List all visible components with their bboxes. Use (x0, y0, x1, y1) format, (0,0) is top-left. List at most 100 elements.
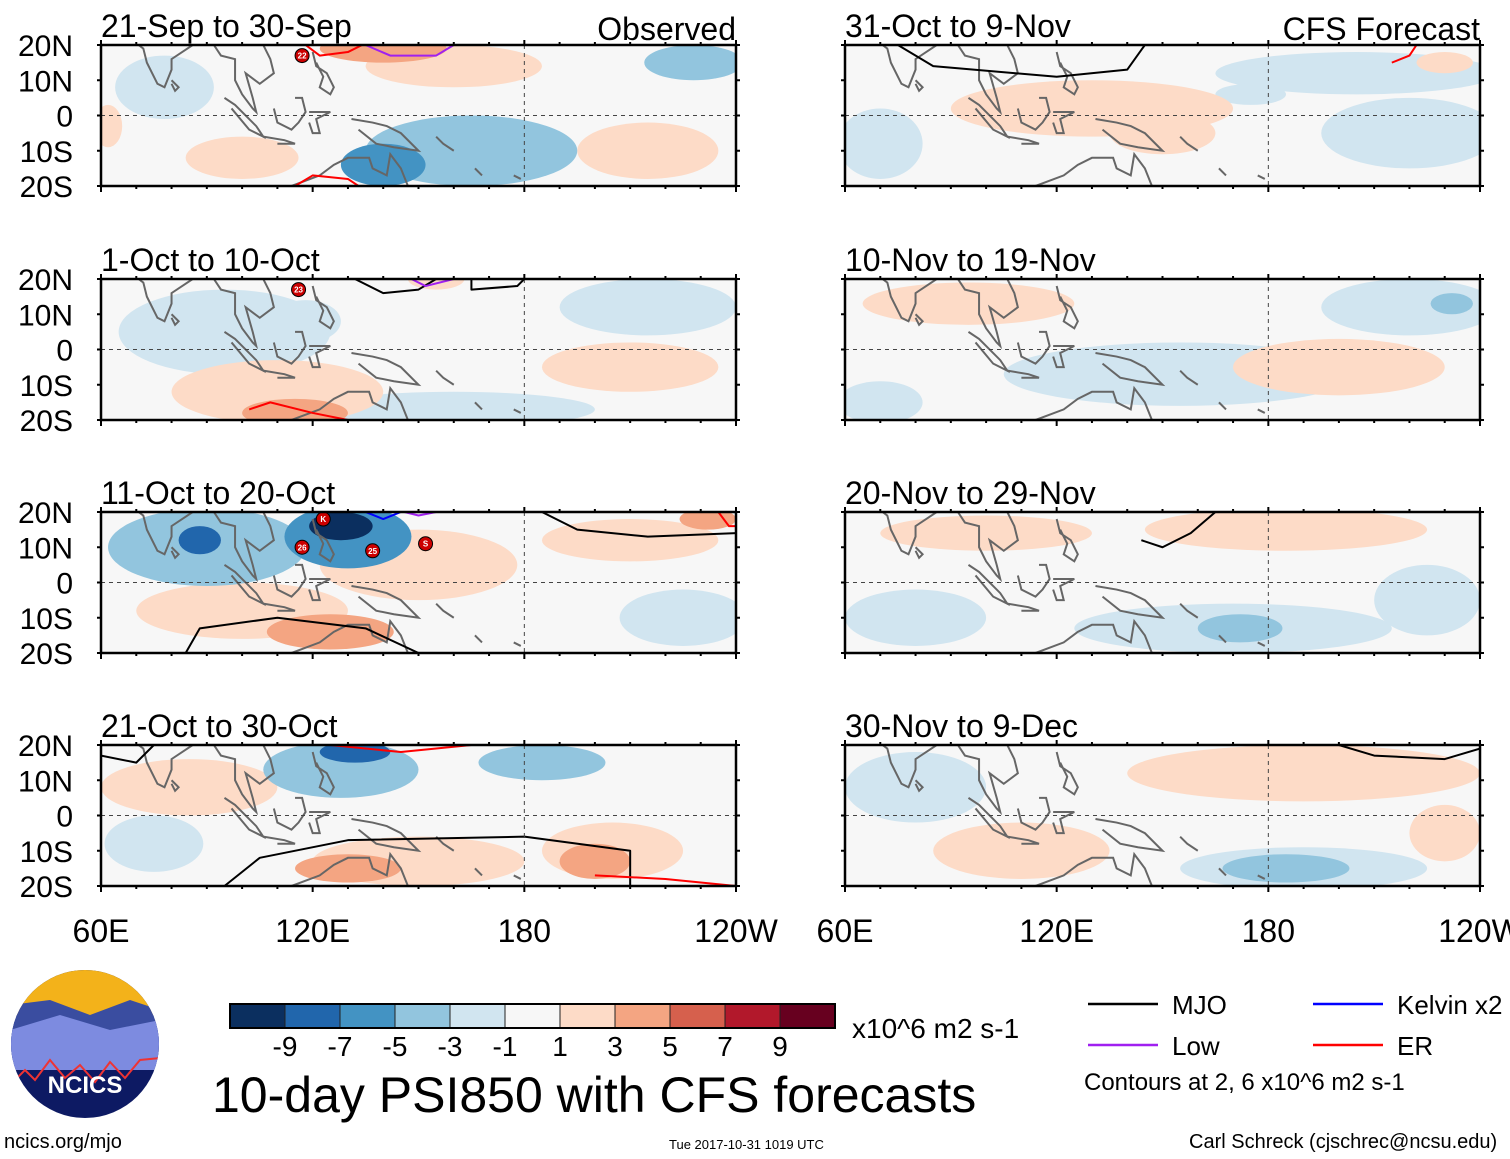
panel-field (118, 279, 736, 420)
panel-field (845, 745, 1480, 886)
negative-anomaly (478, 745, 606, 781)
coastline (263, 602, 296, 612)
coastline (1095, 352, 1166, 387)
lat-tick-label: 20N (18, 730, 73, 763)
lat-tick-label: 20N (18, 264, 73, 297)
cyclone-icon (418, 536, 434, 552)
lat-tick-label: 10S (20, 836, 73, 869)
coastline (957, 45, 1019, 116)
map-panel: 31-Oct to 9-Nov CFS Forecast (841, 8, 1484, 192)
lon-tick-label: 60E (817, 913, 874, 949)
coastline (435, 135, 455, 152)
mjo-contour (354, 279, 437, 295)
colorbar-swatch (779, 1003, 836, 1029)
mjo-contour (897, 45, 1146, 78)
coastline (1218, 167, 1227, 177)
positive-anomaly (185, 136, 299, 179)
coastline (474, 401, 483, 411)
er-contour (717, 512, 736, 528)
mjo-contour (184, 616, 419, 653)
mjo-contour (1338, 745, 1480, 761)
coastline (213, 45, 275, 116)
low-contour (410, 279, 455, 288)
coastline (1218, 867, 1227, 877)
negative-anomaly (845, 589, 987, 646)
mjo-contour (1141, 512, 1217, 549)
cyclone-icon (294, 48, 310, 64)
colorbar-tick-label: -7 (328, 1031, 353, 1062)
coastline (1179, 369, 1199, 386)
coastline (474, 867, 483, 877)
er-contour (294, 174, 360, 186)
contour-note: Contours at 2, 6 x10^6 m2 s-1 (1084, 1069, 1405, 1096)
negative-anomaly (1374, 564, 1480, 636)
legend-label: Low (1172, 1031, 1220, 1061)
ncics-logo: NCICS (11, 970, 159, 1118)
colorbar-swatch (229, 1003, 286, 1029)
coastline (136, 279, 195, 323)
colorbar-swatch (284, 1003, 341, 1029)
colorbar-tick-label: -9 (273, 1031, 298, 1062)
lon-tick-label: 120W (1438, 913, 1510, 949)
lon-tick-label: 60E (73, 913, 130, 949)
coastline (1095, 118, 1166, 153)
panel-title: 30-Nov to 9-Dec (845, 708, 1078, 744)
negative-anomaly (619, 589, 736, 646)
coastline (263, 135, 296, 145)
positive-anomaly (559, 843, 631, 879)
coastline (272, 330, 307, 365)
coastline (170, 546, 181, 560)
panel-title: 1-Oct to 10-Oct (101, 242, 320, 278)
coastline (513, 174, 522, 180)
negative-anomaly (1215, 83, 1286, 105)
lon-tick-label: 180 (1242, 913, 1295, 949)
coastline (136, 512, 195, 556)
coastline (308, 810, 331, 835)
colorbar-swatch (339, 1003, 396, 1029)
positive-anomaly (933, 822, 1110, 879)
coastline (880, 45, 939, 89)
coastline (914, 313, 925, 327)
panel-title: 11-Oct to 20-Oct (101, 475, 335, 511)
coastline (311, 751, 335, 796)
kelvin-contour (365, 512, 402, 521)
coastline (967, 564, 1011, 607)
negative-anomaly (1215, 52, 1480, 95)
mjo-contour (541, 512, 736, 538)
negative-anomaly (1222, 854, 1350, 883)
lat-tick-label: 0 (56, 801, 73, 834)
coastline (880, 745, 939, 789)
coastline (290, 851, 409, 886)
lat-tick-label: 10S (20, 603, 73, 636)
coastline (308, 577, 331, 602)
cyclone-icon (365, 543, 381, 559)
coastline (957, 512, 1019, 583)
lat-tick-label: 0 (56, 101, 73, 134)
lat-tick-label: 0 (56, 568, 73, 601)
negative-anomaly (559, 279, 736, 336)
coastline (311, 51, 335, 96)
lat-tick-label: 0 (56, 335, 73, 368)
coastline (263, 369, 296, 379)
colorbar-tick-label: 1 (552, 1031, 568, 1062)
panel-title: 21-Oct to 30-Oct (101, 708, 338, 744)
coastline (136, 45, 195, 89)
lat-tick-label: 20N (18, 30, 73, 63)
coastline (1007, 369, 1040, 379)
coastline (1179, 835, 1199, 852)
positive-anomaly (242, 398, 348, 420)
coastline (308, 344, 331, 369)
website-link[interactable]: ncics.org/mjo (4, 1131, 122, 1153)
er-contour (248, 401, 349, 420)
coastline (1218, 401, 1227, 411)
coastline (272, 796, 307, 831)
map-panel: 20-Nov to 29-Nov (841, 475, 1484, 659)
timestamp: Tue 2017-10-31 1019 UTC (669, 1137, 824, 1152)
coastline (272, 96, 307, 131)
coastline (1257, 408, 1266, 414)
negative-anomaly (845, 752, 987, 823)
lat-tick-label: 10N (18, 65, 73, 98)
positive-anomaly (1127, 745, 1480, 802)
